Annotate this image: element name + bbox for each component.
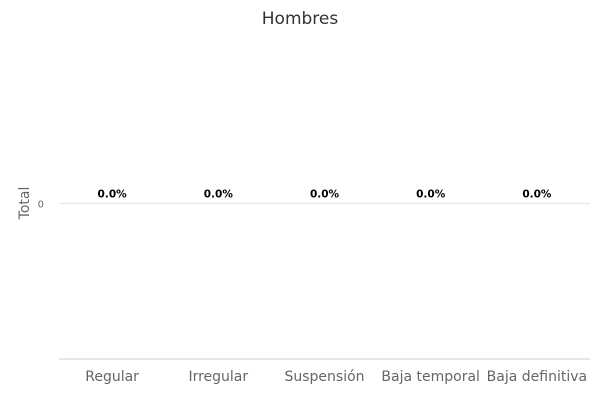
y-tick-label: 0 — [38, 200, 44, 211]
data-label-layer: 0.0% 0.0% 0.0% 0.0% 0.0% — [98, 189, 552, 201]
data-label: 0.0% — [522, 189, 552, 201]
x-tick-label: Irregular — [188, 369, 248, 385]
y-axis-label: Total — [17, 187, 33, 221]
chart-title: Hombres — [262, 9, 339, 29]
x-tick-layer: Regular Irregular Suspensión Baja temporal B… — [85, 369, 587, 385]
x-tick-label: Regular — [85, 369, 139, 385]
data-label: 0.0% — [98, 189, 128, 201]
x-tick-label: Baja definitiva — [487, 369, 587, 385]
data-label: 0.0% — [310, 189, 340, 201]
data-label: 0.0% — [204, 189, 234, 201]
x-tick-label: Suspensión — [284, 369, 364, 385]
data-label: 0.0% — [416, 189, 446, 201]
y-tick-layer: 0 — [38, 200, 44, 211]
x-tick-label: Baja temporal — [381, 369, 480, 385]
